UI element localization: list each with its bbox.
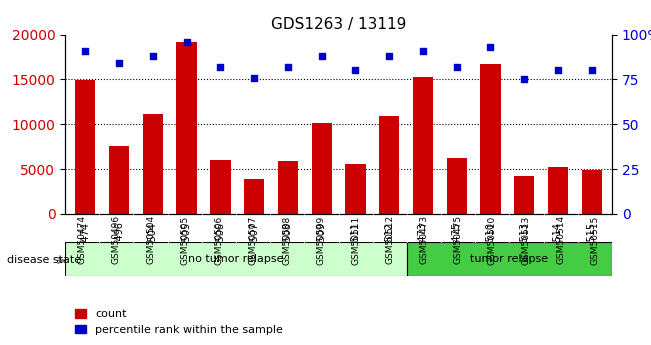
Point — [215, 64, 226, 70]
Text: GSM50508: GSM50508 — [283, 215, 292, 265]
Text: GSM50510: GSM50510 — [488, 215, 497, 265]
Point — [451, 64, 462, 70]
Text: tumor relapse: tumor relapse — [470, 254, 549, 264]
Point — [553, 68, 563, 73]
Point — [384, 53, 395, 59]
FancyBboxPatch shape — [407, 241, 612, 276]
Bar — [514, 176, 534, 214]
Point — [485, 44, 495, 50]
Text: GSM50511: GSM50511 — [351, 215, 360, 265]
Bar — [447, 158, 467, 214]
Bar — [345, 164, 365, 214]
Bar — [210, 160, 230, 214]
Text: GSM50474: GSM50474 — [77, 215, 87, 264]
Text: GSM50512: GSM50512 — [385, 215, 395, 265]
Legend: count, percentile rank within the sample: count, percentile rank within the sample — [71, 305, 288, 339]
Bar — [547, 167, 568, 214]
Point — [249, 75, 259, 80]
FancyBboxPatch shape — [65, 241, 407, 276]
Text: GSM50504: GSM50504 — [146, 215, 155, 265]
Text: GSM50513: GSM50513 — [522, 215, 531, 265]
Bar — [312, 123, 332, 214]
Text: GSM50506: GSM50506 — [214, 215, 223, 265]
Point — [283, 64, 293, 70]
Point — [148, 53, 158, 59]
Text: GSM50515: GSM50515 — [590, 215, 600, 265]
Text: GSM50514: GSM50514 — [556, 215, 565, 265]
Text: GSM50509: GSM50509 — [317, 215, 326, 265]
Text: GSM50507: GSM50507 — [249, 215, 258, 265]
Text: GSM50475: GSM50475 — [454, 215, 463, 265]
Point — [182, 39, 192, 45]
Point — [418, 48, 428, 53]
Text: GSM50496: GSM50496 — [112, 215, 121, 265]
Point — [350, 68, 361, 73]
Bar — [379, 116, 399, 214]
Bar — [76, 80, 96, 214]
Bar — [278, 161, 298, 214]
Point — [519, 77, 529, 82]
Text: disease state: disease state — [7, 256, 81, 265]
Title: GDS1263 / 13119: GDS1263 / 13119 — [271, 17, 406, 32]
Text: no tumor relapse: no tumor relapse — [188, 254, 284, 264]
Bar — [244, 179, 264, 214]
Bar — [413, 77, 433, 214]
Point — [80, 48, 90, 53]
Bar — [143, 114, 163, 214]
Bar — [581, 170, 602, 214]
Point — [587, 68, 597, 73]
Bar — [109, 146, 130, 214]
Text: GSM50473: GSM50473 — [419, 215, 428, 265]
Text: GSM50505: GSM50505 — [180, 215, 189, 265]
Point — [114, 60, 124, 66]
Bar — [480, 64, 501, 214]
Point — [316, 53, 327, 59]
Bar — [176, 42, 197, 214]
